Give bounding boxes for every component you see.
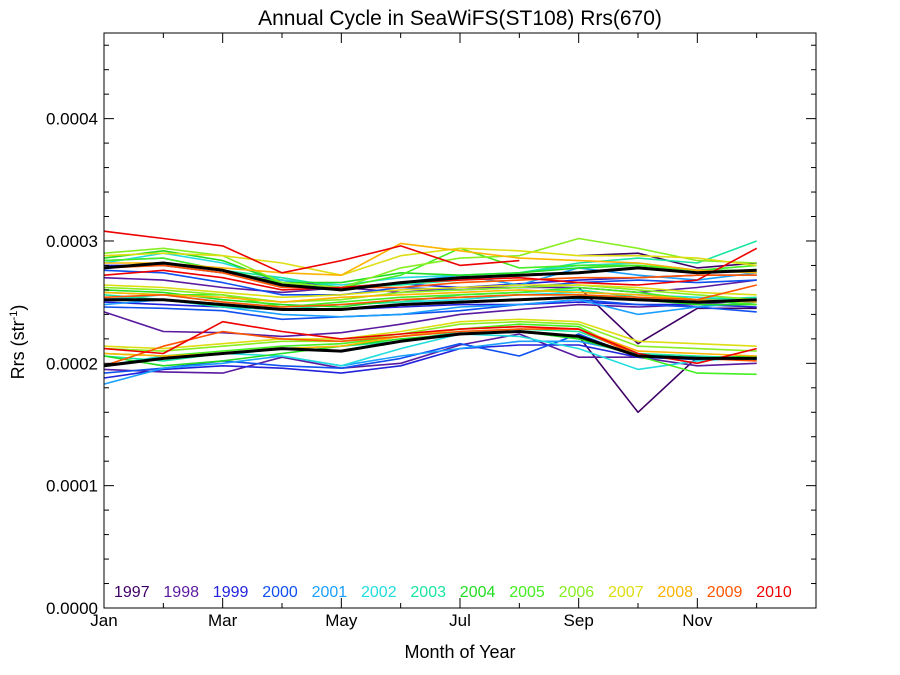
y-tick-label: 0.0002 [46,354,98,373]
legend-item-1999: 1999 [213,584,249,601]
legend-item-2002: 2002 [361,584,397,601]
series-line-2005-1 [103,286,757,308]
x-axis-label: Month of Year [404,642,515,662]
legend-item-2001: 2001 [312,584,348,601]
series-line-2010-0 [103,230,520,274]
x-tick-label: Mar [208,611,238,630]
x-tick-label: Sep [564,611,594,630]
series-line-2009-0 [103,264,757,289]
legend: 1997 1998 1999 2000 2001 2002 2003 2004 2005 2006… [114,584,792,601]
y-tick-label: 0.0000 [46,599,98,618]
legend-item-2005: 2005 [509,584,545,601]
mean-series-line-1 [104,295,757,311]
legend-item-1998: 1998 [163,584,199,601]
series-line-1998-0 [103,276,757,294]
axis-ticks: 0.0000 0.0001 0.0002 0.0003 0.0004 Jan Mar May J… [46,33,816,630]
y-axis-label-sup: -1 [8,311,20,321]
x-tick-label: Nov [682,611,713,630]
mean-series-line-2 [103,330,757,368]
legend-item-2009: 2009 [707,584,743,601]
series-line-2009-1 [103,284,757,308]
y-axis-label-close: ) [8,305,28,311]
series-line-2008-0 [104,242,757,276]
legend-item-2000: 2000 [262,584,298,601]
legend-item-2004: 2004 [460,584,496,601]
series-line-2006-0 [103,237,757,289]
chart-title: Annual Cycle in SeaWiFS(ST108) Rrs(670) [258,7,662,30]
x-tick-label: May [325,611,358,630]
y-tick-label: 0.0001 [46,477,98,496]
series-line-1998-1 [103,298,757,338]
y-tick-label: 0.0003 [46,232,98,251]
legend-item-2007: 2007 [608,584,644,601]
x-tick-label: Jul [449,611,471,630]
legend-item-2003: 2003 [410,584,446,601]
series-line-2000-1 [103,298,757,321]
series-line-2007-0 [103,247,757,276]
plot-area [103,230,758,414]
y-axis-label: Rrs (str-1) [8,305,28,380]
series-line-2007-1 [103,284,757,299]
y-axis-label-main: Rrs (str [8,320,28,379]
x-tick-label: Jan [90,611,117,630]
legend-item-2010: 2010 [756,584,792,601]
series-line-2008-1 [103,289,757,303]
series-line-2006-2 [103,320,757,352]
legend-item-2008: 2008 [657,584,693,601]
series-line-2007-2 [103,318,757,350]
series-line-2006-1 [103,284,757,303]
mean-series-line-0 [103,261,757,292]
y-tick-label: 0.0004 [46,110,98,129]
legend-item-2006: 2006 [559,584,595,601]
series-line-1997-1 [578,286,757,345]
plot-frame [103,32,817,609]
legend-item-1997: 1997 [114,584,150,601]
